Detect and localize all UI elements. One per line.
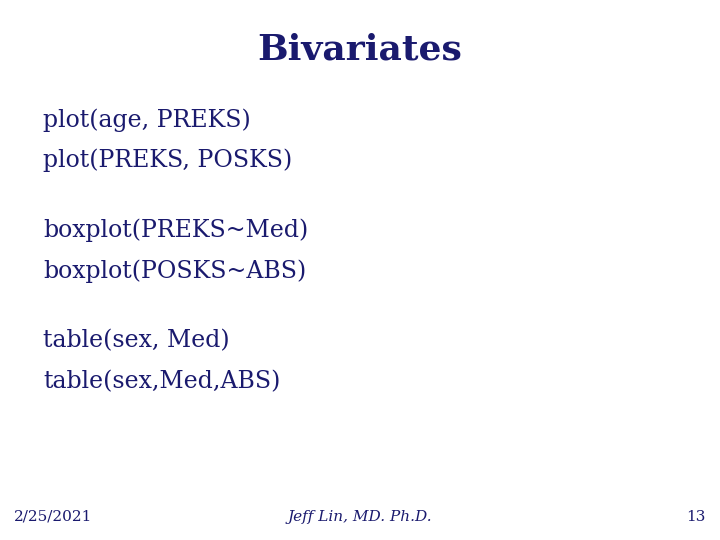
Text: Jeff Lin, MD. Ph.D.: Jeff Lin, MD. Ph.D.	[288, 510, 432, 524]
Text: Bivariates: Bivariates	[258, 32, 462, 66]
Text: plot(PREKS, POSKS): plot(PREKS, POSKS)	[43, 148, 292, 172]
Text: table(sex,Med,ABS): table(sex,Med,ABS)	[43, 370, 281, 393]
Text: plot(age, PREKS): plot(age, PREKS)	[43, 108, 251, 132]
Text: 2/25/2021: 2/25/2021	[14, 510, 93, 524]
Text: boxplot(PREKS~Med): boxplot(PREKS~Med)	[43, 219, 308, 242]
Text: boxplot(POSKS~ABS): boxplot(POSKS~ABS)	[43, 259, 307, 283]
Text: table(sex, Med): table(sex, Med)	[43, 329, 230, 353]
Text: 13: 13	[686, 510, 706, 524]
